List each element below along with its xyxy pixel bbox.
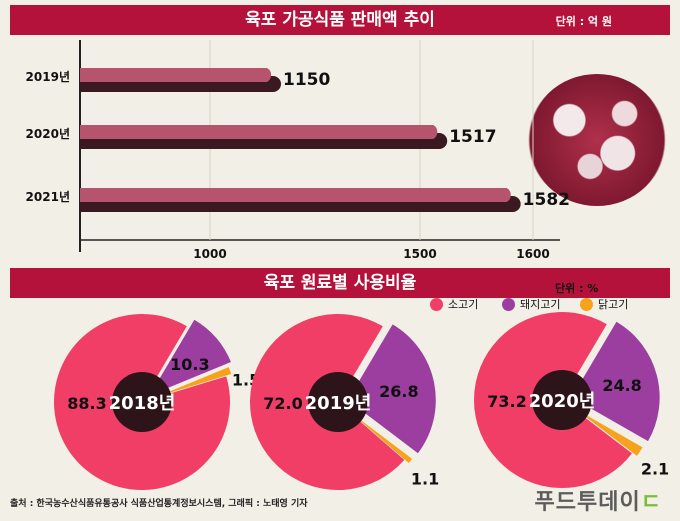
bar-category-label: 2020년 [26,127,70,141]
pie-chart-unit: 단위 : % [555,282,599,295]
pie-value-label-beef: 73.2 [487,392,526,411]
pie-chart-title: 육포 원료별 사용비율 [263,273,417,293]
pie-value-label-chicken: 2.1 [641,459,669,478]
pie-center-hole [112,372,172,432]
bar-chart-banner: 육포 가공식품 판매액 추이 단위 : 억 원 [10,5,670,35]
bar-category-label: 2019년 [26,70,70,84]
pie-year-label: 2020년 [529,391,596,412]
source-credit: 출처 : 한국농수산식품유통공사 식품산업통계정보시스템, 그래픽 : 노태영 … [10,499,308,509]
brand-logo: 푸드투데이ㄷ [535,484,662,516]
jerky-photo [528,74,666,206]
brand-leaf: ㄷ [640,490,662,515]
legend-swatch-pork [502,297,515,311]
bar-value-label: 1150 [283,70,330,90]
pie-legend: 소고기 돼지고기 닭고기 [430,296,670,316]
bar-x-tick-label: 1500 [403,247,436,261]
bar [80,68,272,82]
pie-slice [157,367,232,397]
bar-category-label: 2021년 [26,190,70,204]
legend-item-chicken: 닭고기 [580,296,628,312]
bar-x-tick-label: 1000 [193,247,226,261]
bar-value-label: 1517 [449,127,496,147]
pie-value-label-beef: 88.3 [67,394,106,413]
pie-slice [575,408,643,456]
pie-year-label: 2019년 [305,393,372,414]
pie-slice [149,319,231,396]
bar-value-label: 1582 [523,190,570,210]
bar-chart-title: 육포 가공식품 판매액 추이 [245,10,435,30]
pie-value-label-pork: 10.3 [170,355,209,374]
legend-item-beef: 소고기 [430,296,478,312]
bar-chart-unit: 단위 : 억 원 [555,15,612,28]
pie-value-label-pork: 24.8 [602,376,641,395]
legend-label-beef: 소고기 [448,298,479,311]
legend-label-chicken: 닭고기 [598,298,629,311]
bar [80,125,438,139]
legend-label-pork: 돼지고기 [520,298,561,311]
pie-chart-banner: 육포 원료별 사용비율 [10,268,670,298]
pie-value-label-beef: 72.0 [263,394,302,413]
pie-center-hole [532,370,592,430]
bar-x-tick-label: 1600 [516,247,549,261]
pie-slice [350,412,413,464]
legend-swatch-chicken [580,297,593,311]
pie-value-label-chicken: 1.1 [411,469,439,488]
bar [80,188,511,202]
pie-center-hole [308,372,368,432]
pie-slice [347,324,436,454]
pie-value-label-pork: 26.8 [379,382,418,401]
brand-name: 푸드투데이 [534,490,641,515]
pie-year-label: 2018년 [109,393,176,414]
legend-swatch-beef [430,297,443,311]
legend-item-pork: 돼지고기 [502,296,560,312]
pie-slice [571,321,660,442]
